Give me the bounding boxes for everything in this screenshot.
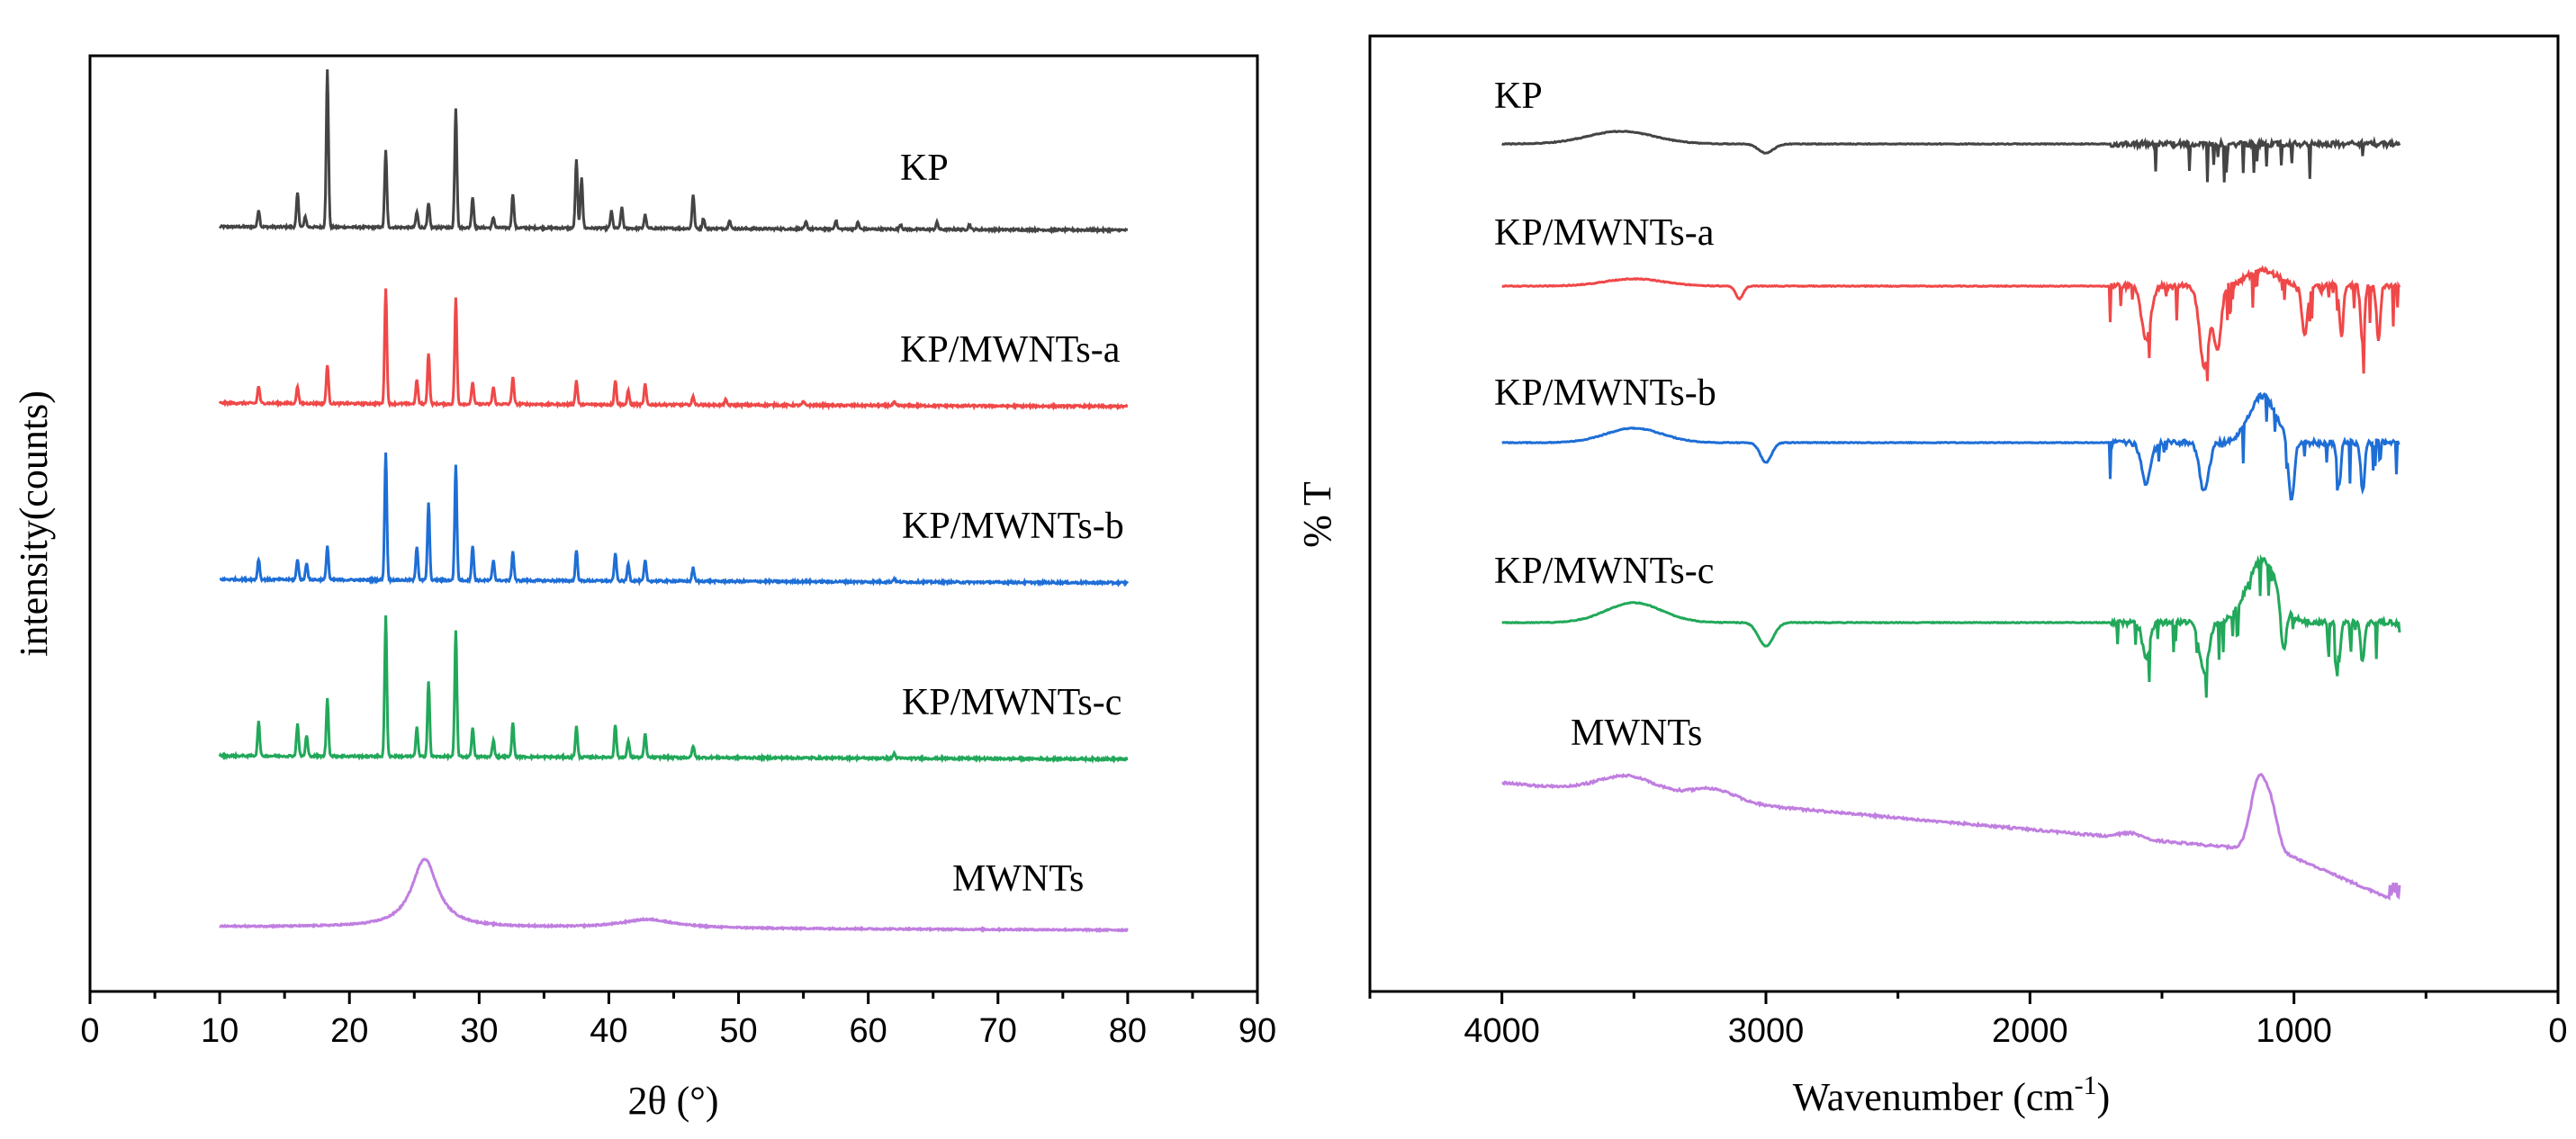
ftir-x-axis-title-end: )	[2097, 1075, 2111, 1119]
xrd-series-label: KP/MWNTs-b	[902, 506, 1124, 547]
xrd-series-lines	[218, 69, 1130, 934]
ftir-x-tick-label: 1000	[2256, 1012, 2332, 1050]
xrd-series-line	[218, 288, 1129, 411]
ftir-series-label: KP/MWNTs-b	[1494, 372, 1716, 414]
xrd-x-tick-label: 20	[330, 1012, 368, 1050]
ftir-series-labels: KP KP/MWNTs-a KP/MWNTs-b KP/MWNTs-c MWNTs	[1494, 76, 1716, 754]
xrd-series-line	[218, 69, 1128, 235]
xrd-x-tick-label: 10	[201, 1012, 239, 1050]
xrd-x-axis-title: 2θ (°)	[628, 1079, 719, 1123]
ftir-series-lines	[1501, 130, 2401, 901]
xrd-series-label: KP/MWNTs-c	[902, 682, 1121, 723]
ftir-x-axis-title-base: Wavenumber (cm	[1793, 1075, 2075, 1119]
ftir-y-axis-title: % T	[1295, 481, 1339, 548]
xrd-series-line	[219, 857, 1129, 934]
xrd-chart: 0 10 20 30 40 50 60 70 80 90 KP KP/MWNTs-a KP/MWNTs…	[12, 54, 1276, 1123]
xrd-y-axis-title: intensity(counts)	[12, 390, 56, 657]
ftir-x-tick-label: 0	[2548, 1012, 2567, 1050]
xrd-series-labels: KP KP/MWNTs-a KP/MWNTs-b KP/MWNTs-c MWNTs	[900, 148, 1124, 900]
ftir-series-label: KP/MWNTs-c	[1494, 551, 1714, 592]
ftir-series-line	[1501, 553, 2401, 698]
ftir-x-tick-label: 2000	[1992, 1012, 2068, 1050]
xrd-x-tick-label: 80	[1109, 1012, 1147, 1050]
xrd-x-axis: 0 10 20 30 40 50 60 70 80 90	[80, 991, 1276, 1050]
ftir-x-tick-label: 3000	[1728, 1012, 1805, 1050]
ftir-x-axis: 4000 3000 2000 1000 0	[1368, 991, 2568, 1050]
xrd-x-tick-label: 0	[80, 1012, 99, 1050]
ftir-chart: 4000 3000 2000 1000 0 KP KP/MWNTs-a KP/MWNTs-b…	[1295, 34, 2568, 1119]
ftir-series-line	[1501, 130, 2401, 183]
ftir-series-line	[1501, 391, 2400, 501]
ftir-x-tick-label: 4000	[1464, 1012, 1540, 1050]
xrd-x-tick-label: 70	[979, 1012, 1017, 1050]
xrd-series-line	[218, 615, 1129, 764]
xrd-x-tick-label: 50	[719, 1012, 757, 1050]
ftir-series-label: KP	[1494, 76, 1543, 117]
xrd-x-tick-label: 30	[460, 1012, 498, 1050]
xrd-x-tick-label: 40	[590, 1012, 627, 1050]
ftir-series-line	[1501, 265, 2401, 381]
xrd-series-label: KP	[900, 148, 949, 189]
xrd-series-line	[219, 453, 1130, 587]
xrd-x-tick-label: 60	[850, 1012, 887, 1050]
xrd-x-tick-label: 90	[1238, 1012, 1276, 1050]
ftir-x-axis-title-sup: -1	[2075, 1071, 2097, 1100]
ftir-x-axis-title: Wavenumber (cm-1)	[1793, 1071, 2111, 1119]
ftir-series-label: KP/MWNTs-a	[1494, 212, 1715, 254]
xrd-series-label: MWNTs	[952, 858, 1084, 900]
ftir-plot-frame	[1368, 34, 2560, 993]
ftir-series-line	[1501, 772, 2401, 901]
ftir-series-label: MWNTs	[1571, 713, 1702, 754]
xrd-series-label: KP/MWNTs-a	[900, 329, 1121, 371]
